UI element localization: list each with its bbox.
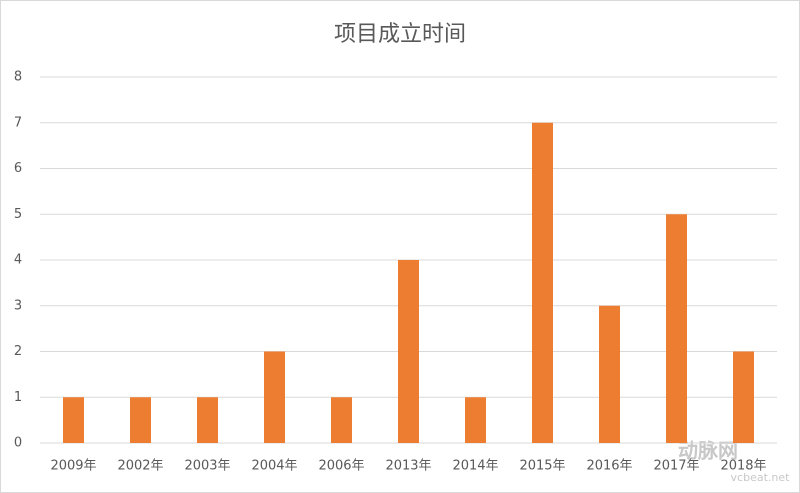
y-tick-label: 3: [14, 298, 22, 313]
y-tick-label: 7: [14, 115, 22, 130]
bar: [331, 397, 352, 443]
x-tick-label: 2017年: [653, 459, 699, 474]
bar: [532, 122, 553, 443]
y-tick-label: 2: [14, 344, 22, 359]
x-tick-label: 2014年: [452, 459, 498, 474]
x-tick-label: 2002年: [117, 459, 163, 474]
bar: [599, 305, 620, 443]
y-tick-label: 4: [14, 253, 22, 268]
x-tick-label: 2006年: [318, 459, 364, 474]
x-tick-label: 2003年: [184, 459, 230, 474]
bar: [465, 397, 486, 443]
bar: [666, 214, 687, 443]
bar: [398, 260, 419, 443]
x-tick-label: 2016年: [586, 459, 632, 474]
chart-title: 项目成立时间: [334, 22, 466, 47]
bar: [264, 351, 285, 443]
bar: [130, 397, 151, 443]
y-tick-label: 5: [14, 207, 22, 222]
y-tick-label: 8: [14, 70, 22, 85]
bar: [733, 351, 754, 443]
bar: [197, 397, 218, 443]
y-tick-label: 1: [14, 390, 22, 405]
x-tick-label: 2004年: [251, 459, 297, 474]
y-tick-label: 6: [14, 161, 22, 176]
x-tick-label: 2013年: [385, 459, 431, 474]
x-tick-label: 2015年: [519, 459, 565, 474]
bar: [63, 397, 84, 443]
x-tick-label: 2009年: [50, 459, 96, 474]
watermark-url: vcbeat.net: [731, 471, 791, 484]
y-tick-label: 0: [14, 436, 22, 451]
x-tick-label: 2018年: [720, 459, 766, 474]
